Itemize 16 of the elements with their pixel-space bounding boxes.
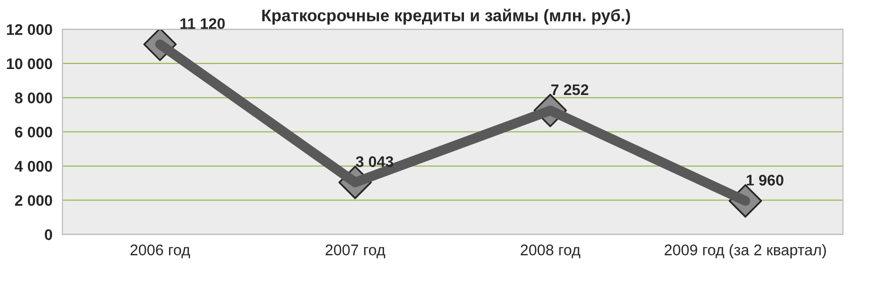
y-tick-label: 4 000 — [14, 160, 52, 172]
y-tick-label: 2 000 — [15, 195, 52, 206]
y-tick-label: 10 000 — [6, 58, 52, 70]
x-tick-label: 2009 год (за 2 квартал) — [664, 244, 826, 258]
y-tick-label: 12 000 — [6, 24, 52, 35]
x-tick-label: 2008 год — [520, 244, 580, 258]
data-label: 11 120 — [180, 18, 225, 30]
data-label: 7 252 — [551, 84, 588, 96]
data-label: 3 043 — [356, 156, 394, 168]
data-label: 1 960 — [746, 174, 784, 186]
x-tick-label: 2007 год — [326, 244, 386, 258]
x-tick-label: 2006 год — [130, 244, 190, 258]
y-tick-label: 0 — [44, 229, 52, 240]
chart-title: Краткосрочные кредиты и займы (млн. руб.) — [262, 8, 630, 25]
y-tick-label: 8 000 — [14, 92, 52, 104]
y-tick-label: 6 000 — [15, 126, 52, 138]
